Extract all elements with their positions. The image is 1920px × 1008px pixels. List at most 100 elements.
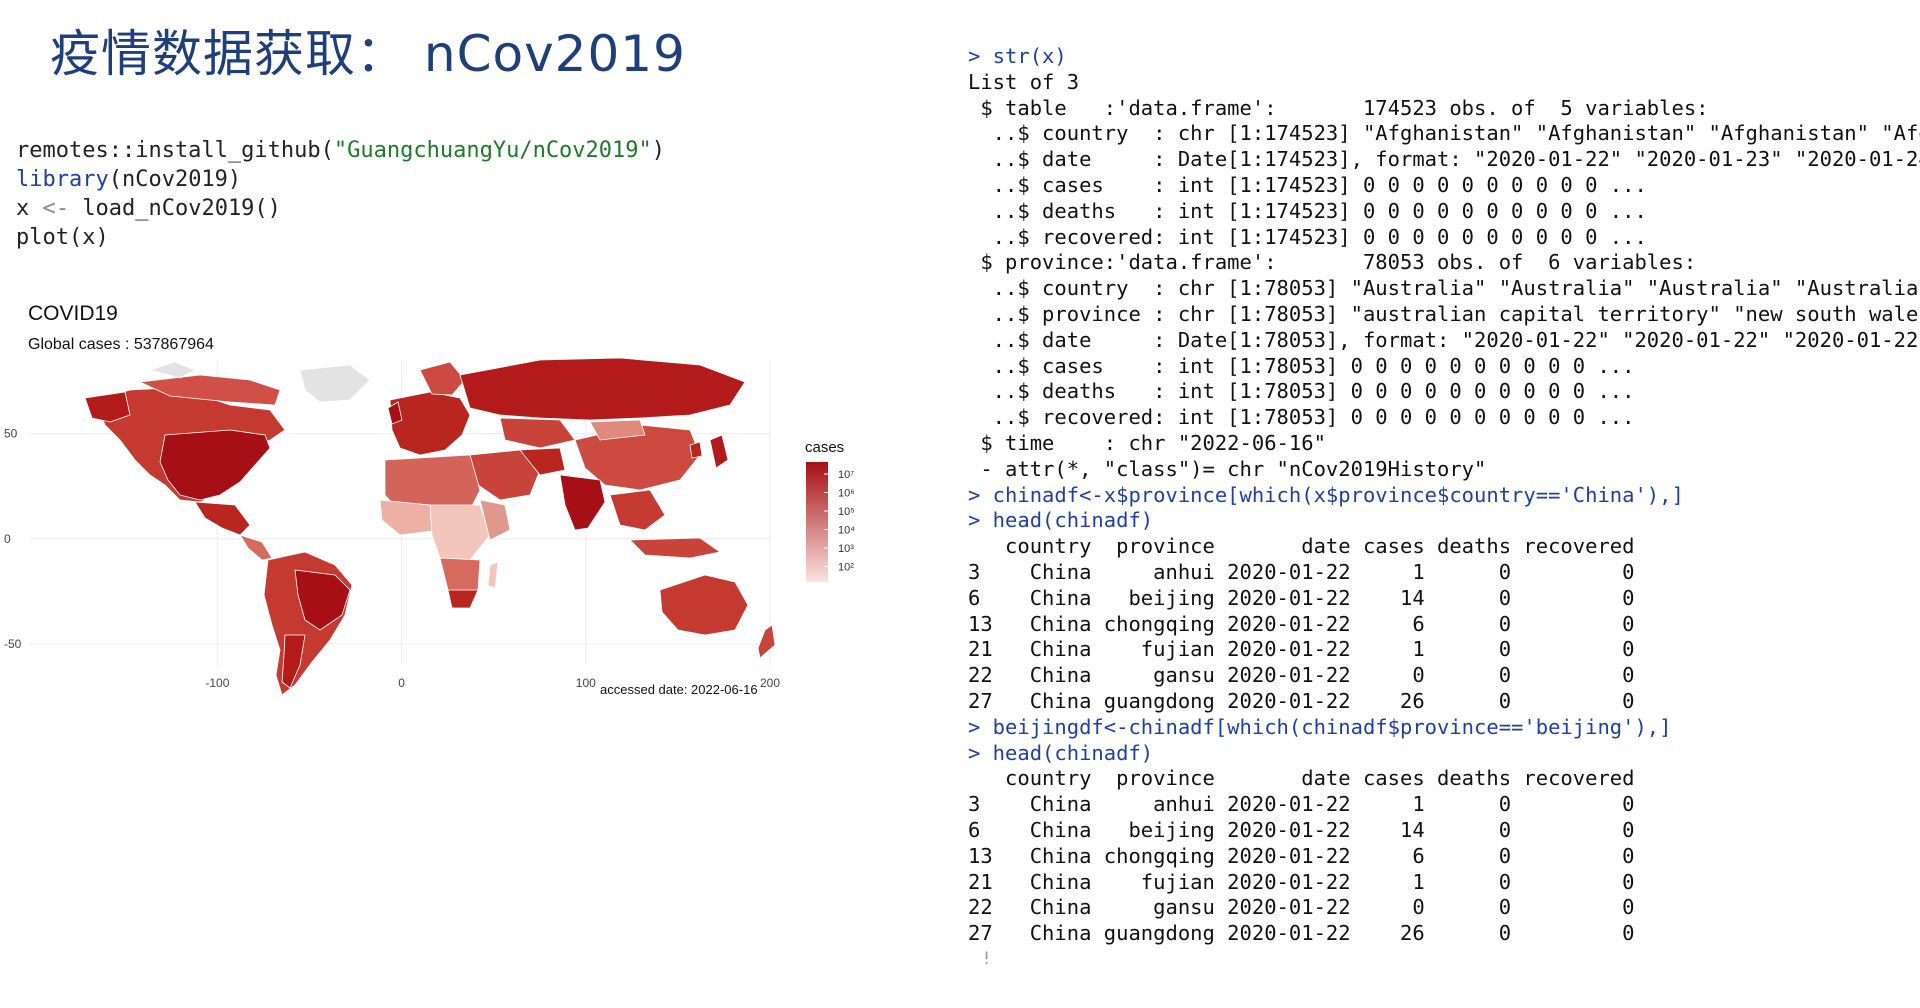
console-output-line: 27 China guangdong 2020-01-22 26 0 0: [968, 921, 1635, 946]
map-title: COVID19: [28, 302, 118, 325]
console-output-line: ..$ recovered: int [1:174523] 0 0 0 0 0 …: [968, 224, 1647, 249]
console-output-line: ..$ deaths : int [1:78053] 0 0 0 0 0 0 0…: [968, 379, 1635, 404]
r-code-block: remotes::install_github("GuangchuangYu/n…: [16, 136, 665, 252]
code-args: (nCov2019): [108, 167, 242, 192]
console-output-line: 21 China fujian 2020-01-22 1 0 0: [968, 637, 1635, 662]
map-caption: accessed date: 2022-06-16: [600, 682, 758, 697]
code-keyword: library: [16, 167, 109, 192]
country-kazakhstan: [499, 417, 576, 449]
x-tick-label: -100: [205, 676, 229, 690]
legend-title: cases: [805, 439, 844, 456]
console-output-line: ..$ recovered: int [1:78053] 0 0 0 0 0 0…: [968, 405, 1635, 430]
country-india: [559, 474, 606, 531]
console-output-line: $ province:'data.frame': 78053 obs. of 6…: [968, 250, 1697, 275]
legend-colorbar: [806, 462, 828, 582]
legend-label: 10³: [838, 543, 854, 555]
console-output-line: List of 3: [968, 69, 1080, 94]
console-output-line: 22 China gansu 2020-01-22 0 0 0: [968, 663, 1635, 688]
console-command-line: > head(chinadf): [968, 740, 1154, 765]
code-fn: remotes::install_github(: [16, 138, 334, 163]
country-central-am: [239, 534, 273, 561]
country-brazil: [294, 569, 351, 631]
console-output-line: 13 China chongqing 2020-01-22 6 0 0: [968, 843, 1635, 868]
country-russia: [459, 357, 746, 421]
code-line-library: library(nCov2019): [16, 165, 665, 194]
console-output-line: 3 China anhui 2020-01-22 1 0 0: [968, 792, 1635, 817]
legend-label: 10²: [838, 562, 854, 574]
country-europe: [389, 391, 471, 456]
console-output-line: 3 China anhui 2020-01-22 1 0 0: [968, 559, 1635, 584]
country-se-asia: [609, 489, 666, 531]
country-scandinavia: [419, 361, 466, 396]
country-central-africa: [429, 504, 491, 561]
console-command-line: > head(chinadf): [968, 508, 1154, 533]
console-output-line: 6 China beijing 2020-01-22 14 0 0: [968, 817, 1635, 842]
console-output-line: ..$ date : Date[1:78053], format: "2020-…: [968, 327, 1920, 352]
world-map-svg: cases 10⁷ 10⁶ 10⁵ 10⁴ 10³ 10² -100 0 100 200 50 0 -5…: [4, 357, 855, 696]
console-output-line: 27 China guangdong 2020-01-22 26 0 0: [968, 688, 1635, 713]
console-output-line: country province date cases deaths recov…: [968, 534, 1635, 559]
console-command-line: > str(x): [968, 44, 1067, 68]
code-call: load_nCov2019(): [69, 196, 281, 221]
console-cursor: ¦: [968, 946, 993, 964]
console-output-line: ..$ date : Date[1:174523], format: "2020…: [968, 147, 1920, 172]
country-greenland: [299, 364, 371, 403]
country-new-zealand: [757, 624, 776, 659]
code-line-load: x <- load_nCov2019(): [16, 194, 665, 223]
country-canada-north: [138, 374, 281, 406]
console-output-line: ..$ country : chr [1:78053] "Australia" …: [968, 276, 1920, 301]
console-output-line: country province date cases deaths recov…: [968, 766, 1635, 791]
y-tick-label: -50: [4, 637, 22, 651]
country-iran: [519, 447, 566, 476]
console-output-line: $ table :'data.frame': 174523 obs. of 5 …: [968, 95, 1709, 120]
console-output-line: ..$ country : chr [1:174523] "Afghanista…: [992, 121, 1920, 146]
country-korea: [689, 441, 703, 459]
country-east-africa: [479, 499, 511, 541]
console-command-line: > beijingdf<-chinadf[which(chinadf$provi…: [968, 714, 1672, 739]
code-line-install: remotes::install_github("GuangchuangYu/n…: [16, 136, 665, 165]
code-paren: ): [651, 138, 666, 163]
country-australia: [659, 574, 749, 636]
console-output-line: $ time : chr "2022-06-16": [968, 430, 1326, 455]
console-output-line: 21 China fujian 2020-01-22 1 0 0: [968, 869, 1635, 894]
axis-ticks: -100 0 100 200 50 0 -50: [4, 427, 780, 690]
country-china: [574, 424, 701, 491]
legend-label: 10⁴: [838, 525, 855, 537]
country-south-africa: [447, 589, 479, 609]
y-tick-label: 50: [4, 427, 18, 441]
console-output-line: 13 China chongqing 2020-01-22 6 0 0: [968, 611, 1635, 636]
legend-label: 10⁶: [838, 488, 855, 500]
country-japan: [709, 434, 729, 469]
map-countries: [84, 357, 776, 696]
country-madagascar: [487, 561, 499, 589]
map-subtitle: Global cases : 537867964: [28, 336, 214, 353]
console-command-line: > chinadf<-x$province[which(x$province$c…: [968, 482, 1684, 507]
r-console-output: > str(x) List of 3 $ table :'data.frame':…: [968, 44, 1920, 964]
legend: cases 10⁷ 10⁶ 10⁵ 10⁴ 10³ 10²: [805, 439, 855, 582]
y-tick-label: 0: [4, 532, 11, 546]
code-string: "GuangchuangYu/nCov2019": [333, 138, 652, 163]
country-mexico: [194, 501, 251, 536]
x-tick-label: 0: [398, 676, 405, 690]
code-line-plot: plot(x): [16, 225, 109, 250]
country-indonesia: [629, 537, 721, 559]
code-var: x: [16, 196, 43, 221]
legend-label: 10⁵: [838, 506, 855, 518]
x-tick-label: 200: [760, 676, 780, 690]
console-output-line: ..$ cases : int [1:78053] 0 0 0 0 0 0 0 …: [968, 353, 1635, 378]
console-output-line: ..$ cases : int [1:174523] 0 0 0 0 0 0 0…: [968, 172, 1647, 197]
country-mongolia: [589, 419, 646, 441]
x-tick-label: 100: [576, 676, 596, 690]
country-uk: [387, 401, 403, 425]
country-usa: [159, 429, 271, 501]
country-argentina: [281, 634, 306, 689]
country-west-africa: [379, 499, 441, 536]
console-output-line: - attr(*, "class")= chr "nCov2019History…: [968, 456, 1487, 481]
console-output-line: ..$ province : chr [1:78053] "australian…: [968, 301, 1920, 326]
console-output-line: ..$ deaths : int [1:174523] 0 0 0 0 0 0 …: [968, 198, 1647, 223]
country-antarctica-edge: [148, 361, 196, 379]
console-output-line: 22 China gansu 2020-01-22 0 0 0: [968, 895, 1635, 920]
code-assign: <-: [42, 196, 70, 221]
covid-map-figure: COVID19 Global cases : 537867964: [0, 290, 880, 710]
legend-label: 10⁷: [838, 469, 854, 481]
